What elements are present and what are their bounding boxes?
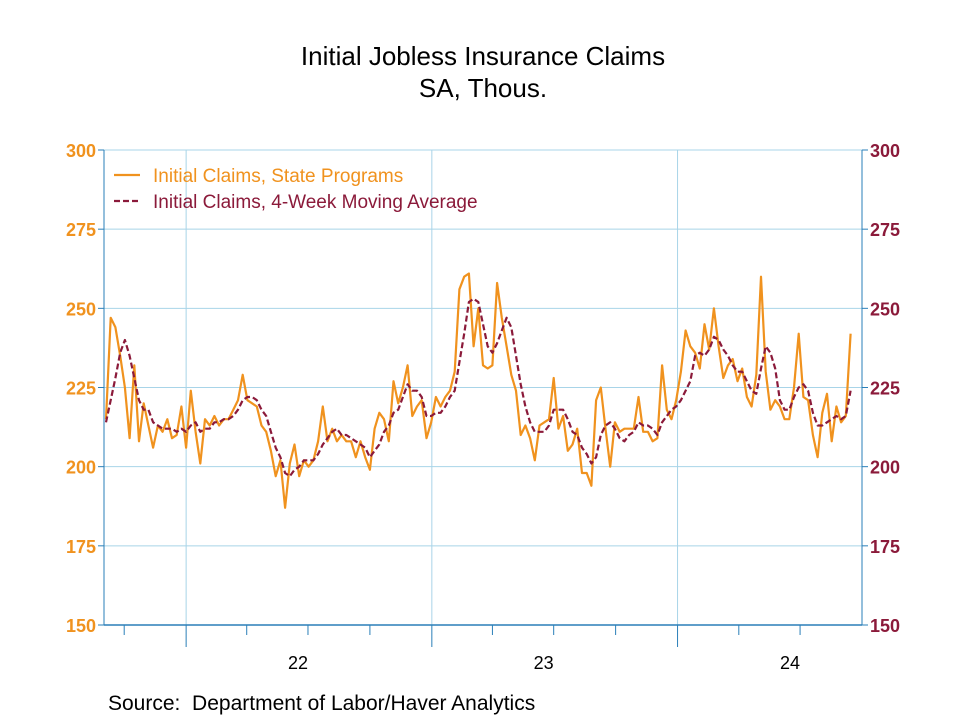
right-y-tick-label: 275 <box>870 220 900 240</box>
legend-label: Initial Claims, 4-Week Moving Average <box>153 192 478 213</box>
left-y-tick-label: 250 <box>66 299 96 319</box>
left-y-tick-label: 225 <box>66 379 96 399</box>
series-line-moving-average <box>104 297 852 478</box>
x-tick-label: 22 <box>288 653 308 673</box>
legend-label: Initial Claims, State Programs <box>153 166 403 187</box>
right-y-tick-label: 225 <box>870 379 900 399</box>
right-y-tick-label: 175 <box>870 537 900 557</box>
chart-subtitle: SA, Thous. <box>418 73 548 103</box>
left-y-tick-label: 150 <box>66 616 96 636</box>
x-tick-label: 23 <box>534 653 554 673</box>
series-line-initial-claims <box>104 272 852 509</box>
left-y-tick-label: 175 <box>66 537 96 557</box>
source-note: Source: Department of Labor/Haver Analyt… <box>108 692 536 715</box>
right-y-tick-label: 250 <box>870 299 900 319</box>
right-y-tick-label: 150 <box>870 616 900 636</box>
left-y-tick-label: 275 <box>66 220 96 240</box>
right-y-tick-label: 300 <box>870 141 900 161</box>
chart-title: Initial Jobless Insurance Claims <box>300 41 666 71</box>
left-y-tick-label: 300 <box>66 141 96 161</box>
x-tick-label: 24 <box>780 653 800 673</box>
right-y-tick-label: 200 <box>870 458 900 478</box>
left-y-tick-label: 200 <box>66 458 96 478</box>
chart-title-block: Initial Jobless Insurance Claims SA, Tho… <box>0 40 966 104</box>
